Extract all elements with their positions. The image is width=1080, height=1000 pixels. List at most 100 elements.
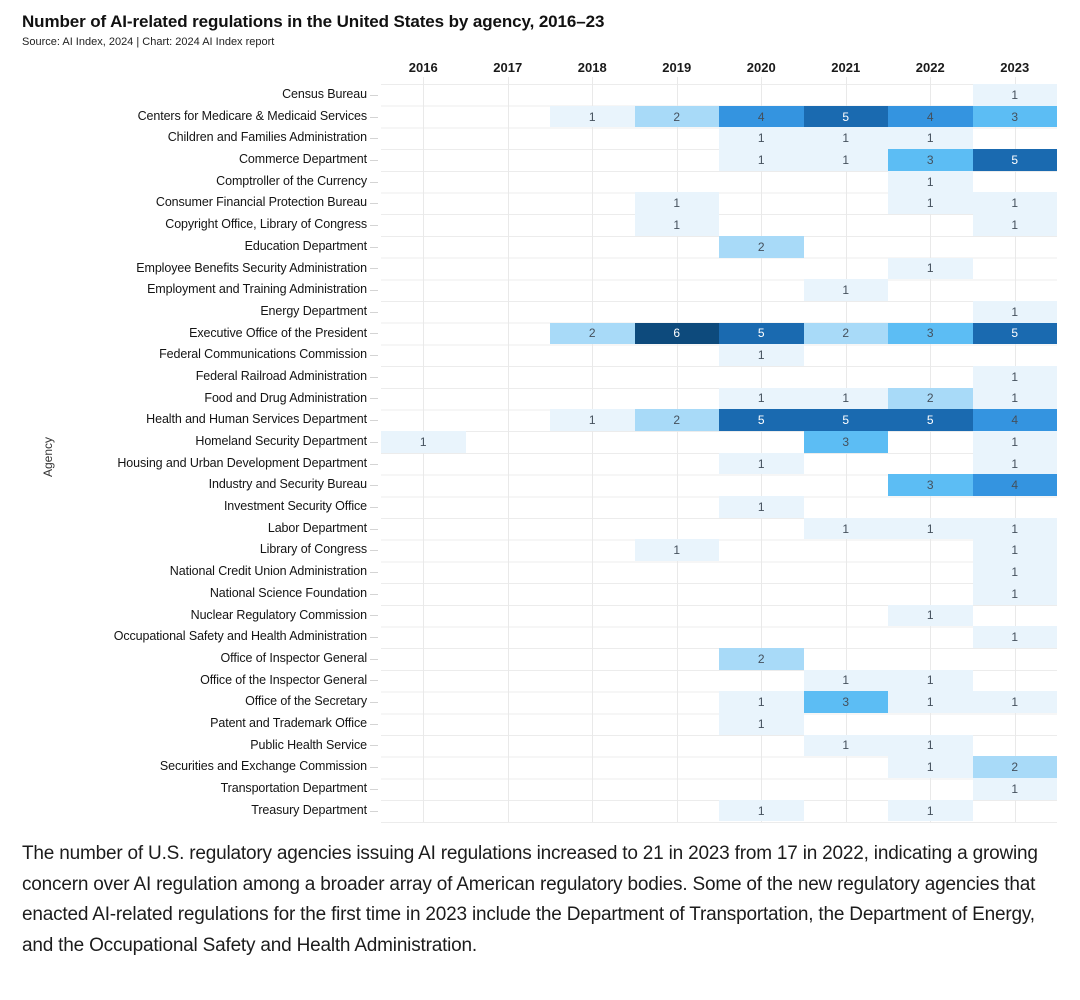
heatmap-cell — [550, 366, 635, 388]
heatmap-cell[interactable]: 1 — [550, 409, 635, 431]
heatmap-cell — [635, 713, 720, 735]
heatmap-cell — [635, 670, 720, 692]
heatmap-cell[interactable]: 2 — [634, 409, 719, 431]
heatmap-row: Occupational Safety and Health Administr… — [22, 626, 1062, 648]
heatmap-cell[interactable]: 1 — [972, 365, 1057, 388]
heatmap-cell[interactable]: 2 — [803, 322, 888, 345]
heatmap-row: Consumer Financial Protection Bureau 1 1 1 — [22, 192, 1062, 215]
heatmap-cell[interactable]: 3 — [972, 105, 1057, 128]
heatmap-cell[interactable]: 1 — [719, 712, 804, 735]
row-cells: 1 3 1 — [381, 431, 1057, 453]
heatmap-cell[interactable]: 1 — [972, 84, 1057, 106]
heatmap-cell — [466, 691, 551, 713]
heatmap-cell[interactable]: 1 — [972, 626, 1057, 648]
heatmap-cell[interactable]: 1 — [972, 387, 1057, 410]
heatmap-cell[interactable]: 1 — [803, 127, 888, 150]
heatmap-cell[interactable]: 5 — [888, 409, 973, 431]
heatmap-cell[interactable]: 1 — [888, 734, 973, 757]
heatmap-cell[interactable]: 1 — [634, 539, 719, 562]
heatmap-cell[interactable]: 1 — [719, 799, 804, 822]
heatmap-cell[interactable]: 1 — [719, 344, 804, 366]
heatmap-cell[interactable]: 2 — [634, 105, 719, 128]
heatmap-cell[interactable]: 1 — [972, 517, 1057, 540]
heatmap-cell[interactable]: 1 — [888, 192, 973, 215]
heatmap-cell[interactable]: 1 — [803, 387, 888, 410]
heatmap-cell[interactable]: 5 — [972, 149, 1057, 171]
heatmap-cell[interactable]: 5 — [803, 409, 888, 431]
row-cells: 1 — [381, 365, 1057, 388]
heatmap-cell[interactable]: 1 — [972, 582, 1057, 605]
heatmap-cell[interactable]: 1 — [719, 496, 804, 518]
heatmap-cell[interactable]: 1 — [972, 192, 1057, 215]
heatmap-cell[interactable]: 1 — [803, 517, 888, 540]
heatmap-cell[interactable]: 1 — [719, 127, 804, 150]
heatmap-cell[interactable]: 5 — [719, 409, 804, 431]
heatmap-cell[interactable]: 5 — [972, 322, 1057, 345]
heatmap-cell — [381, 691, 466, 713]
heatmap-cell[interactable]: 2 — [888, 387, 973, 410]
heatmap-cell[interactable]: 3 — [888, 322, 973, 345]
heatmap-cell[interactable]: 1 — [972, 431, 1057, 453]
heatmap-cell[interactable]: 3 — [803, 431, 888, 453]
heatmap-cell[interactable]: 1 — [972, 539, 1057, 562]
heatmap-cell[interactable]: 1 — [634, 192, 719, 215]
heatmap-cell[interactable]: 2 — [719, 647, 804, 670]
heatmap-cell[interactable]: 1 — [888, 691, 973, 713]
heatmap-cell — [466, 258, 551, 280]
heatmap-cell[interactable]: 1 — [888, 604, 973, 627]
heatmap-cell[interactable]: 1 — [803, 279, 888, 301]
heatmap-cell[interactable]: 3 — [888, 149, 973, 171]
heatmap-cell[interactable]: 1 — [803, 734, 888, 757]
heatmap-cell[interactable]: 5 — [803, 105, 888, 128]
heatmap-cell — [719, 214, 804, 236]
heatmap-cell[interactable]: 1 — [550, 105, 635, 128]
heatmap-cell[interactable]: 1 — [972, 452, 1057, 475]
heatmap-cell[interactable]: 1 — [972, 778, 1057, 800]
heatmap-cell — [466, 409, 551, 431]
heatmap-cell[interactable]: 1 — [719, 149, 804, 171]
heatmap-cell[interactable]: 6 — [634, 322, 719, 345]
heatmap-cell[interactable]: 1 — [888, 669, 973, 692]
heatmap-cell — [466, 171, 551, 193]
heatmap-row: Office of Inspector General 2 — [22, 647, 1062, 670]
heatmap-cell[interactable]: 2 — [550, 322, 635, 345]
heatmap-cell[interactable]: 3 — [803, 691, 888, 713]
heatmap-cell[interactable]: 1 — [888, 170, 973, 193]
heatmap-cell[interactable]: 1 — [972, 214, 1057, 236]
heatmap-cell — [466, 84, 551, 106]
heatmap-cell[interactable]: 2 — [972, 756, 1057, 778]
heatmap-cell[interactable]: 3 — [888, 474, 973, 497]
heatmap-cell[interactable]: 4 — [719, 105, 804, 128]
heatmap-cell — [550, 192, 635, 214]
heatmap-cell[interactable]: 1 — [888, 257, 973, 280]
heatmap-cell[interactable]: 1 — [888, 127, 973, 150]
heatmap-cell[interactable]: 1 — [381, 431, 466, 453]
row-label: Copyright Office, Library of Congress — [165, 217, 367, 232]
heatmap-cell — [635, 735, 720, 757]
heatmap-cell[interactable]: 4 — [972, 474, 1057, 497]
heatmap-cell[interactable]: 1 — [719, 387, 804, 410]
heatmap-cell[interactable]: 1 — [803, 149, 888, 171]
heatmap-cell[interactable]: 4 — [972, 409, 1057, 431]
heatmap-row: Comptroller of the Currency 1 — [22, 170, 1062, 193]
heatmap-cell[interactable]: 5 — [719, 322, 804, 345]
heatmap-cell[interactable]: 1 — [888, 756, 973, 778]
heatmap-cell[interactable]: 1 — [888, 799, 973, 822]
heatmap-cell[interactable]: 1 — [888, 517, 973, 540]
heatmap-cell[interactable]: 1 — [719, 452, 804, 475]
heatmap-cell[interactable]: 4 — [888, 105, 973, 128]
heatmap-cell[interactable]: 1 — [972, 691, 1057, 713]
heatmap-cell[interactable]: 1 — [803, 669, 888, 692]
heatmap-cell[interactable]: 1 — [634, 214, 719, 236]
heatmap-cell — [550, 84, 635, 106]
heatmap-cell — [550, 453, 635, 475]
heatmap-cell[interactable]: 1 — [972, 561, 1057, 583]
row-tick-mark — [367, 171, 381, 193]
heatmap-cell[interactable]: 1 — [719, 691, 804, 713]
heatmap-cell — [973, 496, 1058, 518]
row-label: Federal Communications Commission — [159, 347, 367, 362]
heatmap-cell[interactable]: 1 — [972, 300, 1057, 323]
heatmap-cell — [466, 279, 551, 301]
heatmap-cell[interactable]: 2 — [719, 235, 804, 258]
